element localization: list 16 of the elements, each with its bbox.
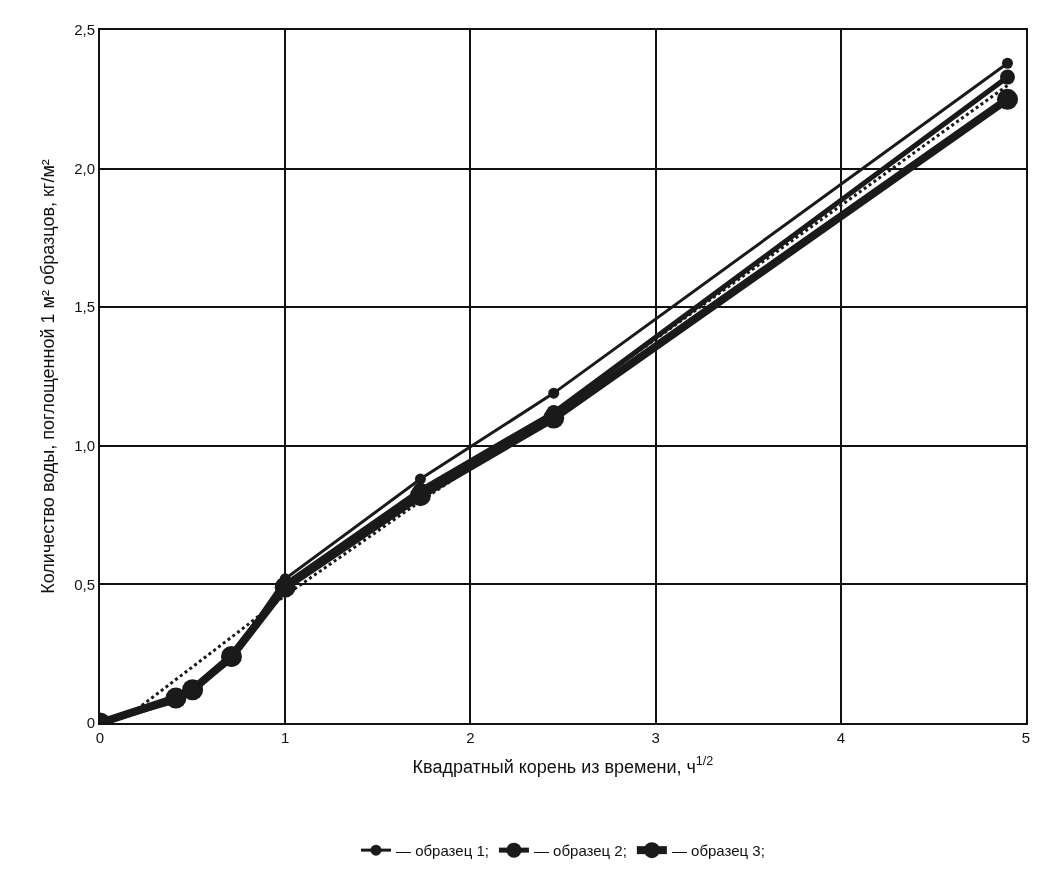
x-axis-title: Квадратный корень из времени, ч$^{1/2}$ [412, 754, 714, 777]
x-tick-label: 4 [836, 729, 845, 746]
x-tick-label: 3 [651, 729, 660, 746]
legend-label: — образец 3; [671, 841, 765, 859]
y-tick-label: 2,0 [74, 159, 95, 177]
y-tick-label: 0 [86, 714, 95, 732]
x-tick-label: 2 [466, 729, 475, 746]
y-axis-title: Количество воды, поглощенной 1 м² образцов, кг/м² [37, 159, 58, 594]
y-tick-label: 0,5 [74, 575, 95, 593]
y-tick-label: 1,5 [74, 298, 95, 316]
y-tick-label: 1,0 [74, 437, 95, 455]
x-tick-label: 5 [1021, 729, 1031, 746]
x-tick-label: 1 [281, 729, 290, 746]
y-tick-label: 2,5 [74, 21, 95, 39]
legend-label: — образец 1; [396, 841, 489, 859]
legend-label: — образец 2; [533, 841, 627, 859]
